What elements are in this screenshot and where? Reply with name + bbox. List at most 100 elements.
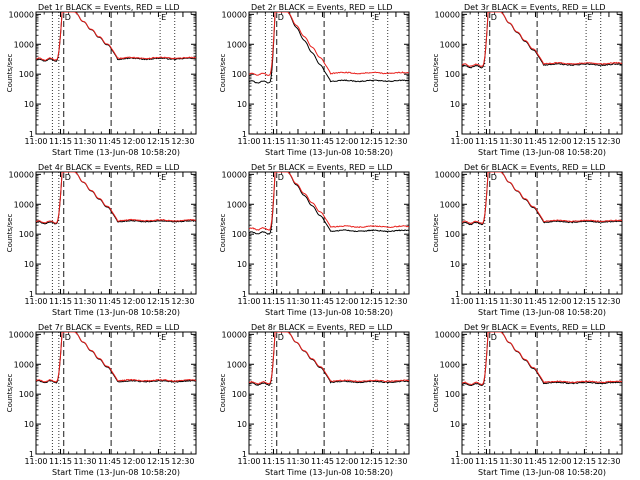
- y-tick-label: 10: [237, 420, 247, 429]
- y-tick-label: 10000: [9, 170, 34, 179]
- x-tick-label: 12:00: [335, 457, 358, 466]
- x-axis-label: Start Time (13-Jun-08 10:58:20): [478, 148, 606, 157]
- y-tick-label: 1: [455, 450, 460, 459]
- x-tick-label: 12:00: [122, 137, 145, 146]
- x-tick-label: 12:30: [171, 137, 194, 146]
- x-tick-label: 12:15: [573, 297, 596, 306]
- time-marker-label: E: [587, 333, 592, 342]
- time-marker-label: E: [374, 13, 379, 22]
- y-tick-label: 100: [232, 230, 247, 239]
- x-tick-label: 12:00: [122, 297, 145, 306]
- y-tick-label: 1000: [440, 200, 460, 209]
- y-tick-label: 10000: [435, 10, 460, 19]
- time-marker-label: E: [161, 13, 166, 22]
- x-tick-label: 11:45: [524, 297, 547, 306]
- chart-title: Det 2r BLACK = Events, RED = LLD: [251, 3, 393, 12]
- x-tick-label: 11:30: [499, 137, 522, 146]
- x-tick-label: 12:00: [548, 297, 571, 306]
- x-tick-label: 12:15: [147, 457, 170, 466]
- x-tick-label: 12:15: [360, 297, 383, 306]
- chart-title: Det 4r BLACK = Events, RED = LLD: [38, 163, 180, 172]
- y-tick-label: 100: [445, 70, 460, 79]
- series-line-lld: [462, 172, 622, 225]
- y-axis-label: Counts/sec: [6, 374, 14, 413]
- y-tick-label: 100: [445, 390, 460, 399]
- x-tick-label: 11:30: [286, 297, 309, 306]
- time-marker-label: E: [587, 13, 592, 22]
- y-tick-label: 10: [450, 420, 460, 429]
- plot-frame: [461, 11, 623, 135]
- y-axis-label: Counts/sec: [432, 214, 440, 253]
- detector-panel-5: Det 5r BLACK = Events, RED = LLD Counts/s…: [213, 160, 426, 320]
- x-tick-label: 12:15: [360, 457, 383, 466]
- panel-chart-svg: Det 8r BLACK = Events, RED = LLD Counts/s…: [219, 323, 410, 477]
- detector-panel-7: Det 7r BLACK = Events, RED = LLD Counts/s…: [0, 320, 213, 480]
- detector-panel-9: Det 9r BLACK = Events, RED = LLD Counts/s…: [426, 320, 639, 480]
- x-tick-label: 11:15: [49, 297, 72, 306]
- x-tick-label: 11:00: [450, 137, 473, 146]
- x-tick-label: 12:30: [597, 297, 620, 306]
- chart-title: Det 1r BLACK = Events, RED = LLD: [38, 3, 180, 12]
- x-tick-label: 12:00: [335, 297, 358, 306]
- x-tick-label: 11:00: [237, 297, 260, 306]
- y-axis-label: Counts/sec: [432, 54, 440, 93]
- x-tick-label: 12:00: [122, 457, 145, 466]
- y-tick-label: 1: [29, 130, 34, 139]
- x-tick-label: 11:00: [450, 457, 473, 466]
- y-tick-label: 1000: [440, 360, 460, 369]
- x-tick-label: 11:45: [311, 457, 334, 466]
- y-tick-label: 1: [29, 290, 34, 299]
- y-tick-label: 100: [19, 390, 34, 399]
- x-axis-label: Start Time (13-Jun-08 10:58:20): [52, 148, 180, 157]
- x-axis-label: Start Time (13-Jun-08 10:58:20): [265, 468, 393, 477]
- time-marker-label: E: [161, 173, 166, 182]
- y-tick-label: 10000: [222, 330, 247, 339]
- x-tick-label: 11:00: [237, 457, 260, 466]
- x-tick-label: 11:15: [49, 457, 72, 466]
- x-tick-label: 11:00: [24, 297, 47, 306]
- x-tick-label: 12:30: [384, 457, 407, 466]
- x-tick-label: 12:15: [147, 137, 170, 146]
- y-axis-label: Counts/sec: [432, 374, 440, 413]
- y-axis-label: Counts/sec: [219, 54, 227, 93]
- chart-title: Det 7r BLACK = Events, RED = LLD: [38, 323, 180, 332]
- y-axis-label: Counts/sec: [219, 374, 227, 413]
- chart-title: Det 9r BLACK = Events, RED = LLD: [464, 323, 606, 332]
- x-tick-label: 12:00: [548, 457, 571, 466]
- x-axis-label: Start Time (13-Jun-08 10:58:20): [478, 308, 606, 317]
- detector-panel-8: Det 8r BLACK = Events, RED = LLD Counts/s…: [213, 320, 426, 480]
- x-axis-label: Start Time (13-Jun-08 10:58:20): [265, 148, 393, 157]
- y-tick-label: 10: [450, 100, 460, 109]
- time-marker-label: D: [65, 173, 71, 182]
- x-tick-label: 11:45: [311, 137, 334, 146]
- plot-frame: [35, 331, 197, 455]
- y-tick-label: 10000: [9, 330, 34, 339]
- chart-title: Det 6r BLACK = Events, RED = LLD: [464, 163, 606, 172]
- y-tick-label: 10000: [222, 10, 247, 19]
- chart-title: Det 8r BLACK = Events, RED = LLD: [251, 323, 393, 332]
- plot-frame: [248, 171, 410, 295]
- series-line-lld: [462, 332, 622, 386]
- x-tick-label: 12:15: [573, 457, 596, 466]
- x-tick-label: 11:00: [24, 457, 47, 466]
- x-tick-label: 11:15: [262, 297, 285, 306]
- x-axis-label: Start Time (13-Jun-08 10:58:20): [52, 308, 180, 317]
- x-tick-label: 12:30: [384, 137, 407, 146]
- panel-chart-svg: Det 3r BLACK = Events, RED = LLD Counts/s…: [432, 3, 623, 157]
- plot-frame: [461, 331, 623, 455]
- y-tick-label: 100: [445, 230, 460, 239]
- detector-panel-3: Det 3r BLACK = Events, RED = LLD Counts/s…: [426, 0, 639, 160]
- detector-panel-1: Det 1r BLACK = Events, RED = LLD Counts/s…: [0, 0, 213, 160]
- x-tick-label: 11:30: [499, 297, 522, 306]
- series-line-events: [462, 332, 622, 387]
- x-axis-label: Start Time (13-Jun-08 10:58:20): [265, 308, 393, 317]
- time-marker-label: E: [587, 173, 592, 182]
- time-marker-label: D: [491, 13, 497, 22]
- y-axis-label: Counts/sec: [6, 54, 14, 93]
- time-marker-label: E: [374, 333, 379, 342]
- series-line-lld: [36, 12, 196, 62]
- y-tick-label: 1000: [14, 40, 34, 49]
- x-axis-label: Start Time (13-Jun-08 10:58:20): [52, 468, 180, 477]
- panel-chart-svg: Det 9r BLACK = Events, RED = LLD Counts/s…: [432, 323, 623, 477]
- x-tick-label: 12:15: [147, 297, 170, 306]
